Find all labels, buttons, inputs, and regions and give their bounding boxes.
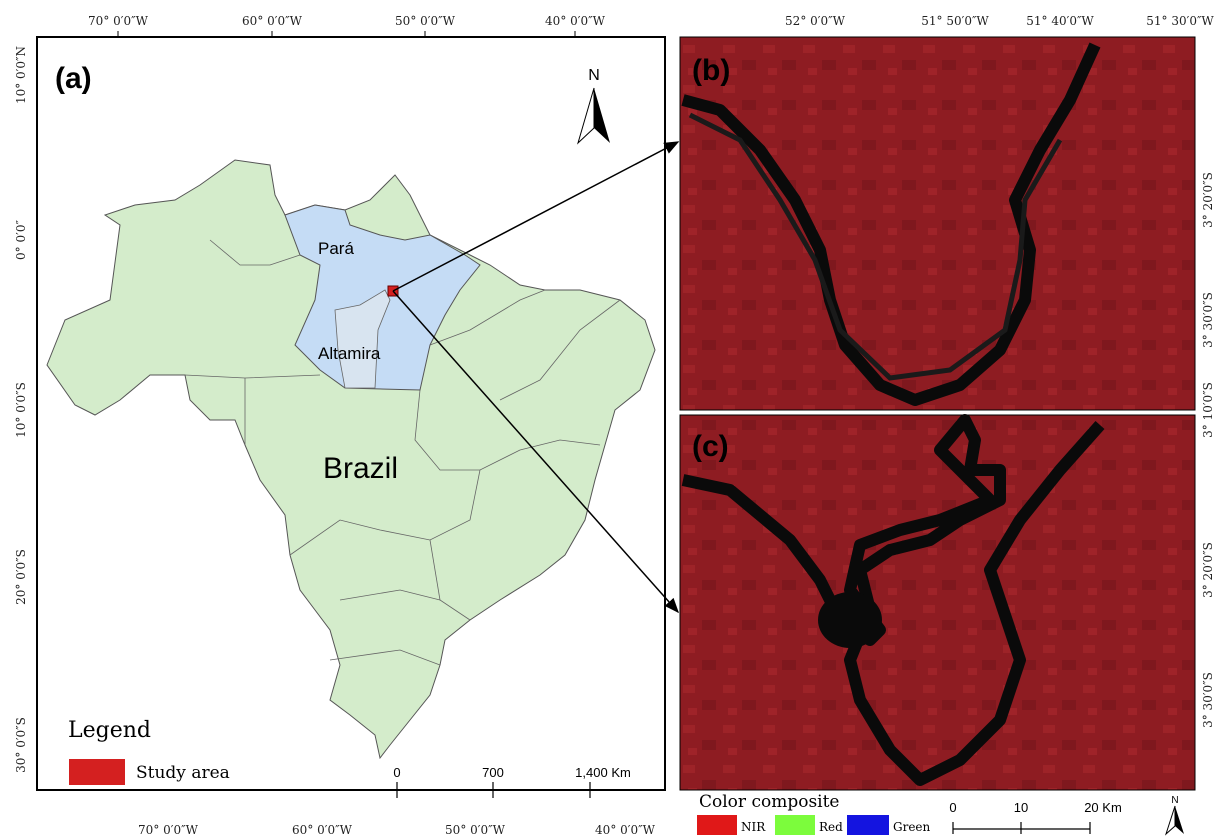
lat-label: 3° 30′0″S — [1201, 292, 1215, 348]
lon-label: 52° 0′0″W — [785, 14, 846, 28]
scale-label: 10 — [1014, 800, 1028, 815]
lat-label: 0° 0′0″ — [14, 220, 28, 260]
lat-label: 10° 0′0″S — [14, 382, 28, 438]
lon-label: 50° 0′0″W — [395, 14, 456, 28]
lon-label: 60° 0′0″W — [242, 14, 303, 28]
panel-label: (b) — [692, 54, 730, 87]
scale-bar — [953, 822, 1090, 834]
lon-label: 60° 0′0″W — [292, 823, 353, 837]
scale-label: 20 Km — [1084, 800, 1122, 815]
composite-title: Color composite — [699, 792, 840, 812]
reservoir — [818, 592, 882, 648]
place-label: Altamira — [318, 344, 381, 363]
legend-title: Legend — [68, 718, 151, 743]
lon-label: 70° 0′0″W — [88, 14, 149, 28]
satellite-image-b — [680, 37, 1195, 410]
scale-label: 700 — [482, 765, 504, 780]
panel-label: (a) — [55, 62, 92, 95]
lon-label: 70° 0′0″W — [138, 823, 199, 837]
lat-label: 3° 20′0″S — [1201, 542, 1215, 598]
place-label: Pará — [318, 239, 354, 258]
lat-label: 20° 0′0″S — [14, 549, 28, 605]
band-swatch — [847, 815, 889, 835]
north-arrow — [1166, 806, 1175, 834]
north-label: N — [1171, 795, 1178, 806]
scale-label: 1,400 Km — [575, 765, 631, 780]
lat-label: 3° 30′0″S — [1201, 672, 1215, 728]
lon-label: 51° 30′0″W — [1146, 14, 1214, 28]
lon-label: 40° 0′0″W — [595, 823, 656, 837]
figure: (a) Pará Altamira Brazil N Legend Study … — [0, 0, 1226, 839]
band-swatch — [775, 815, 815, 835]
lat-label: 10° 0′0″N — [14, 46, 28, 104]
place-label: Brazil — [323, 452, 398, 485]
legend-item: Study area — [136, 763, 230, 783]
lon-label: 40° 0′0″W — [545, 14, 606, 28]
band-label: Green — [893, 820, 931, 834]
north-arrow — [1175, 806, 1184, 834]
satellite-image-c — [680, 415, 1195, 790]
scale-label: 0 — [949, 800, 956, 815]
north-label: N — [588, 67, 600, 84]
lat-label: 3° 20′0″S — [1201, 172, 1215, 228]
lon-label: 51° 50′0″W — [921, 14, 989, 28]
band-swatch — [697, 815, 737, 835]
band-label: Red — [819, 820, 843, 834]
lon-label: 50° 0′0″W — [445, 823, 506, 837]
panel-label: (c) — [692, 430, 729, 463]
band-label: NIR — [741, 820, 766, 834]
lat-label: 30° 0′0″S — [14, 717, 28, 773]
scale-label: 0 — [393, 765, 400, 780]
lon-label: 51° 40′0″W — [1026, 14, 1094, 28]
lat-label: 3° 10′0″S — [1201, 382, 1215, 438]
legend-swatch — [69, 759, 125, 785]
